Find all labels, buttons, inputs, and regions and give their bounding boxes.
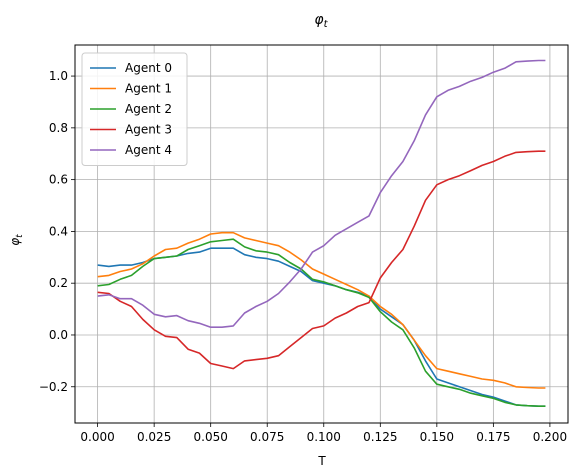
- legend-box: [81, 52, 188, 166]
- legend-entry-label: Agent 1: [125, 82, 172, 96]
- x-tick-label: 0.075: [250, 430, 284, 444]
- svg-text:φt: φt: [8, 234, 25, 246]
- series-lines: [97, 59, 546, 407]
- legend-entry-label: Agent 3: [125, 123, 172, 137]
- y-tick-label: −0.2: [39, 380, 68, 394]
- y-tick-label: 0.2: [49, 276, 68, 290]
- x-tick-label: 0.150: [420, 430, 454, 444]
- legend-entry-label: Agent 2: [125, 102, 172, 116]
- y-axis-label: φt: [8, 234, 25, 246]
- series-line-agent-2: [97, 238, 546, 407]
- x-tick-label: 0.175: [476, 430, 510, 444]
- y-tick-label: 0.8: [49, 121, 68, 135]
- series-line-agent-3: [97, 150, 546, 370]
- y-axis-ticks: −0.2 0.0 0.2 0.4 0.6 0.8 1.0: [39, 69, 75, 394]
- y-tick-label: 0.6: [49, 173, 68, 187]
- legend-entry-label: Agent 0: [125, 61, 172, 75]
- x-axis-label: T: [317, 454, 326, 468]
- grid: [75, 45, 568, 423]
- chart-title: φt: [314, 12, 328, 30]
- series-line-agent-4: [97, 59, 546, 328]
- y-tick-label: 1.0: [49, 69, 68, 83]
- x-tick-label: 0.200: [533, 430, 567, 444]
- y-tick-label: 0.0: [49, 328, 68, 342]
- plot-area-frame: [74, 44, 569, 424]
- y-tick-label: 0.4: [49, 224, 68, 238]
- x-tick-label: 0.125: [363, 430, 397, 444]
- x-tick-label: 0.025: [137, 430, 171, 444]
- legend-entry-label: Agent 4: [125, 143, 172, 157]
- x-tick-label: 0.000: [80, 430, 114, 444]
- x-tick-label: 0.100: [307, 430, 341, 444]
- x-tick-label: 0.050: [194, 430, 228, 444]
- series-line-agent-1: [97, 231, 546, 389]
- legend: Agent 0 Agent 1 Agent 2 Agent 3 Agent 4: [81, 52, 188, 166]
- x-axis-ticks: 0.000 0.025 0.050 0.075 0.100 0.125 0.150 0.175…: [80, 423, 567, 444]
